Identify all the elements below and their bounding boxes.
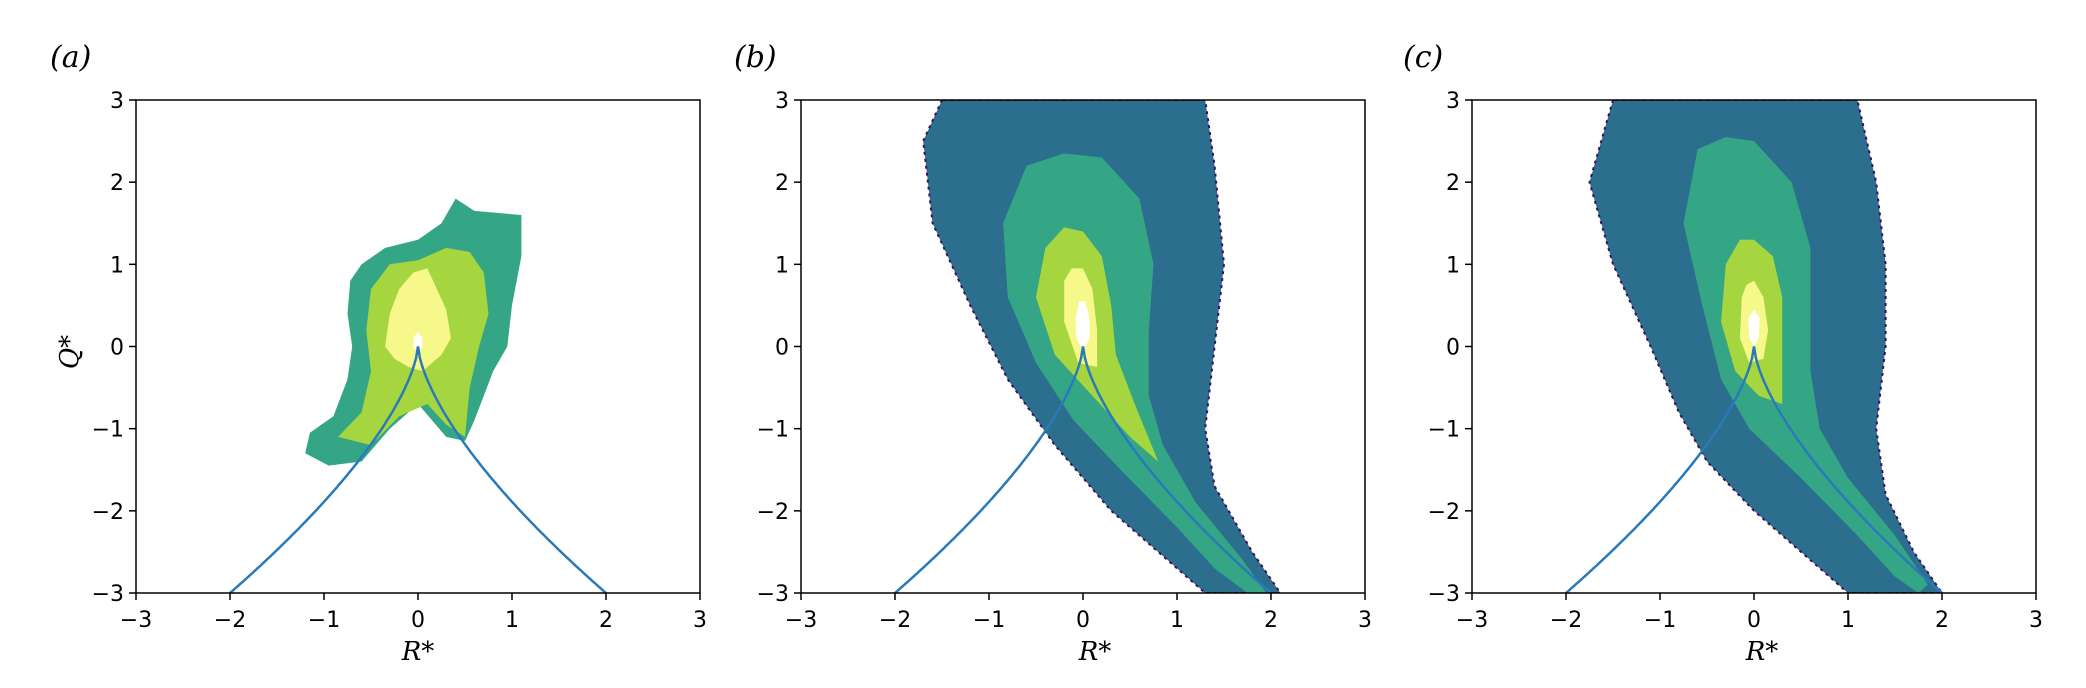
y-tick-label: 0 [110, 336, 124, 361]
contour-level-4 [385, 268, 451, 372]
x-tick-label: −3 [1456, 608, 1488, 633]
y-tick-label: 3 [1446, 89, 1460, 114]
y-tick-label: 1 [1446, 253, 1460, 278]
x-tick-label: −2 [1550, 608, 1582, 633]
panel-a-curve [229, 346, 607, 594]
panel-c-yticks: −3 −2 −1 0 1 2 3 [1428, 89, 1472, 607]
x-tick-label: −1 [973, 608, 1005, 633]
y-tick-label: 2 [775, 171, 789, 196]
panel-b-contours [922, 100, 1282, 593]
y-tick-label: −3 [92, 582, 124, 607]
panel-a-xticks: −3 −2 −1 0 1 2 3 [120, 593, 707, 633]
x-tick-label: −2 [214, 608, 246, 633]
vieillefosse-curve [229, 346, 607, 594]
y-tick-label: 0 [1446, 336, 1460, 361]
x-tick-label: −3 [120, 608, 152, 633]
x-tick-label: −3 [785, 608, 817, 633]
y-tick-label: 1 [775, 253, 789, 278]
x-tick-label: 0 [1076, 608, 1090, 633]
panel-b-yticks: −3 −2 −1 0 1 2 3 [757, 89, 801, 607]
y-tick-label: −2 [1428, 500, 1460, 525]
x-tick-label: −2 [879, 608, 911, 633]
x-tick-label: 0 [411, 608, 425, 633]
panel-b: (b) R* −3 −2 −1 0 1 2 3 −3 −2 −1 0 1 2 3 [734, 40, 1372, 667]
x-tick-label: 3 [2029, 608, 2043, 633]
x-tick-label: 1 [1841, 608, 1855, 633]
panel-c-label: (c) [1403, 40, 1443, 75]
panel-c: (c) R* −3 −2 −1 0 1 2 3 −3 −2 −1 0 1 2 3 [1403, 40, 2043, 667]
x-tick-label: −1 [1644, 608, 1676, 633]
y-tick-label: −2 [92, 500, 124, 525]
panel-a-xlabel: R* [401, 637, 435, 667]
y-tick-label: 2 [110, 171, 124, 196]
contour-level-5 [1748, 309, 1760, 347]
y-tick-label: 1 [110, 253, 124, 278]
y-tick-label: 3 [110, 89, 124, 114]
panel-a-yticks: −3 −2 −1 0 1 2 3 [92, 89, 136, 607]
x-tick-label: 1 [1170, 608, 1184, 633]
x-tick-label: 2 [599, 608, 613, 633]
x-tick-label: 3 [1358, 608, 1372, 633]
panel-a-contours [305, 198, 522, 466]
y-tick-label: −1 [92, 418, 124, 443]
panel-a-ylabel: Q* [55, 335, 85, 369]
vieillefosse-curve [894, 346, 1272, 594]
y-tick-label: −3 [757, 582, 789, 607]
x-tick-label: 2 [1264, 608, 1278, 633]
x-tick-label: 1 [505, 608, 519, 633]
panel-a-label: (a) [50, 40, 91, 75]
panel-b-xticks: −3 −2 −1 0 1 2 3 [785, 593, 1372, 633]
y-tick-label: −2 [757, 500, 789, 525]
panel-b-xlabel: R* [1078, 637, 1112, 667]
y-tick-label: 0 [775, 336, 789, 361]
x-tick-label: 3 [693, 608, 707, 633]
y-tick-label: −1 [757, 418, 789, 443]
panel-c-xlabel: R* [1745, 637, 1779, 667]
y-tick-label: 3 [775, 89, 789, 114]
x-tick-label: 0 [1747, 608, 1761, 633]
panel-a: (a) Q* R* −3 −2 −1 0 1 2 3 −3 −2 −1 0 1 2 3 [50, 40, 707, 667]
x-tick-label: 2 [1935, 608, 1949, 633]
contour-level-5 [1075, 301, 1090, 351]
vieillefosse-curve [1565, 346, 1943, 594]
panel-c-curve [1565, 346, 1943, 594]
panel-b-label: (b) [734, 40, 777, 75]
y-tick-label: −1 [1428, 418, 1460, 443]
x-tick-label: −1 [308, 608, 340, 633]
contour-level-5 [413, 331, 423, 351]
panel-c-xticks: −3 −2 −1 0 1 2 3 [1456, 593, 2043, 633]
panel-c-contours [1588, 100, 1944, 593]
y-tick-label: 2 [1446, 171, 1460, 196]
y-tick-label: −3 [1428, 582, 1460, 607]
panel-b-curve [894, 346, 1272, 594]
